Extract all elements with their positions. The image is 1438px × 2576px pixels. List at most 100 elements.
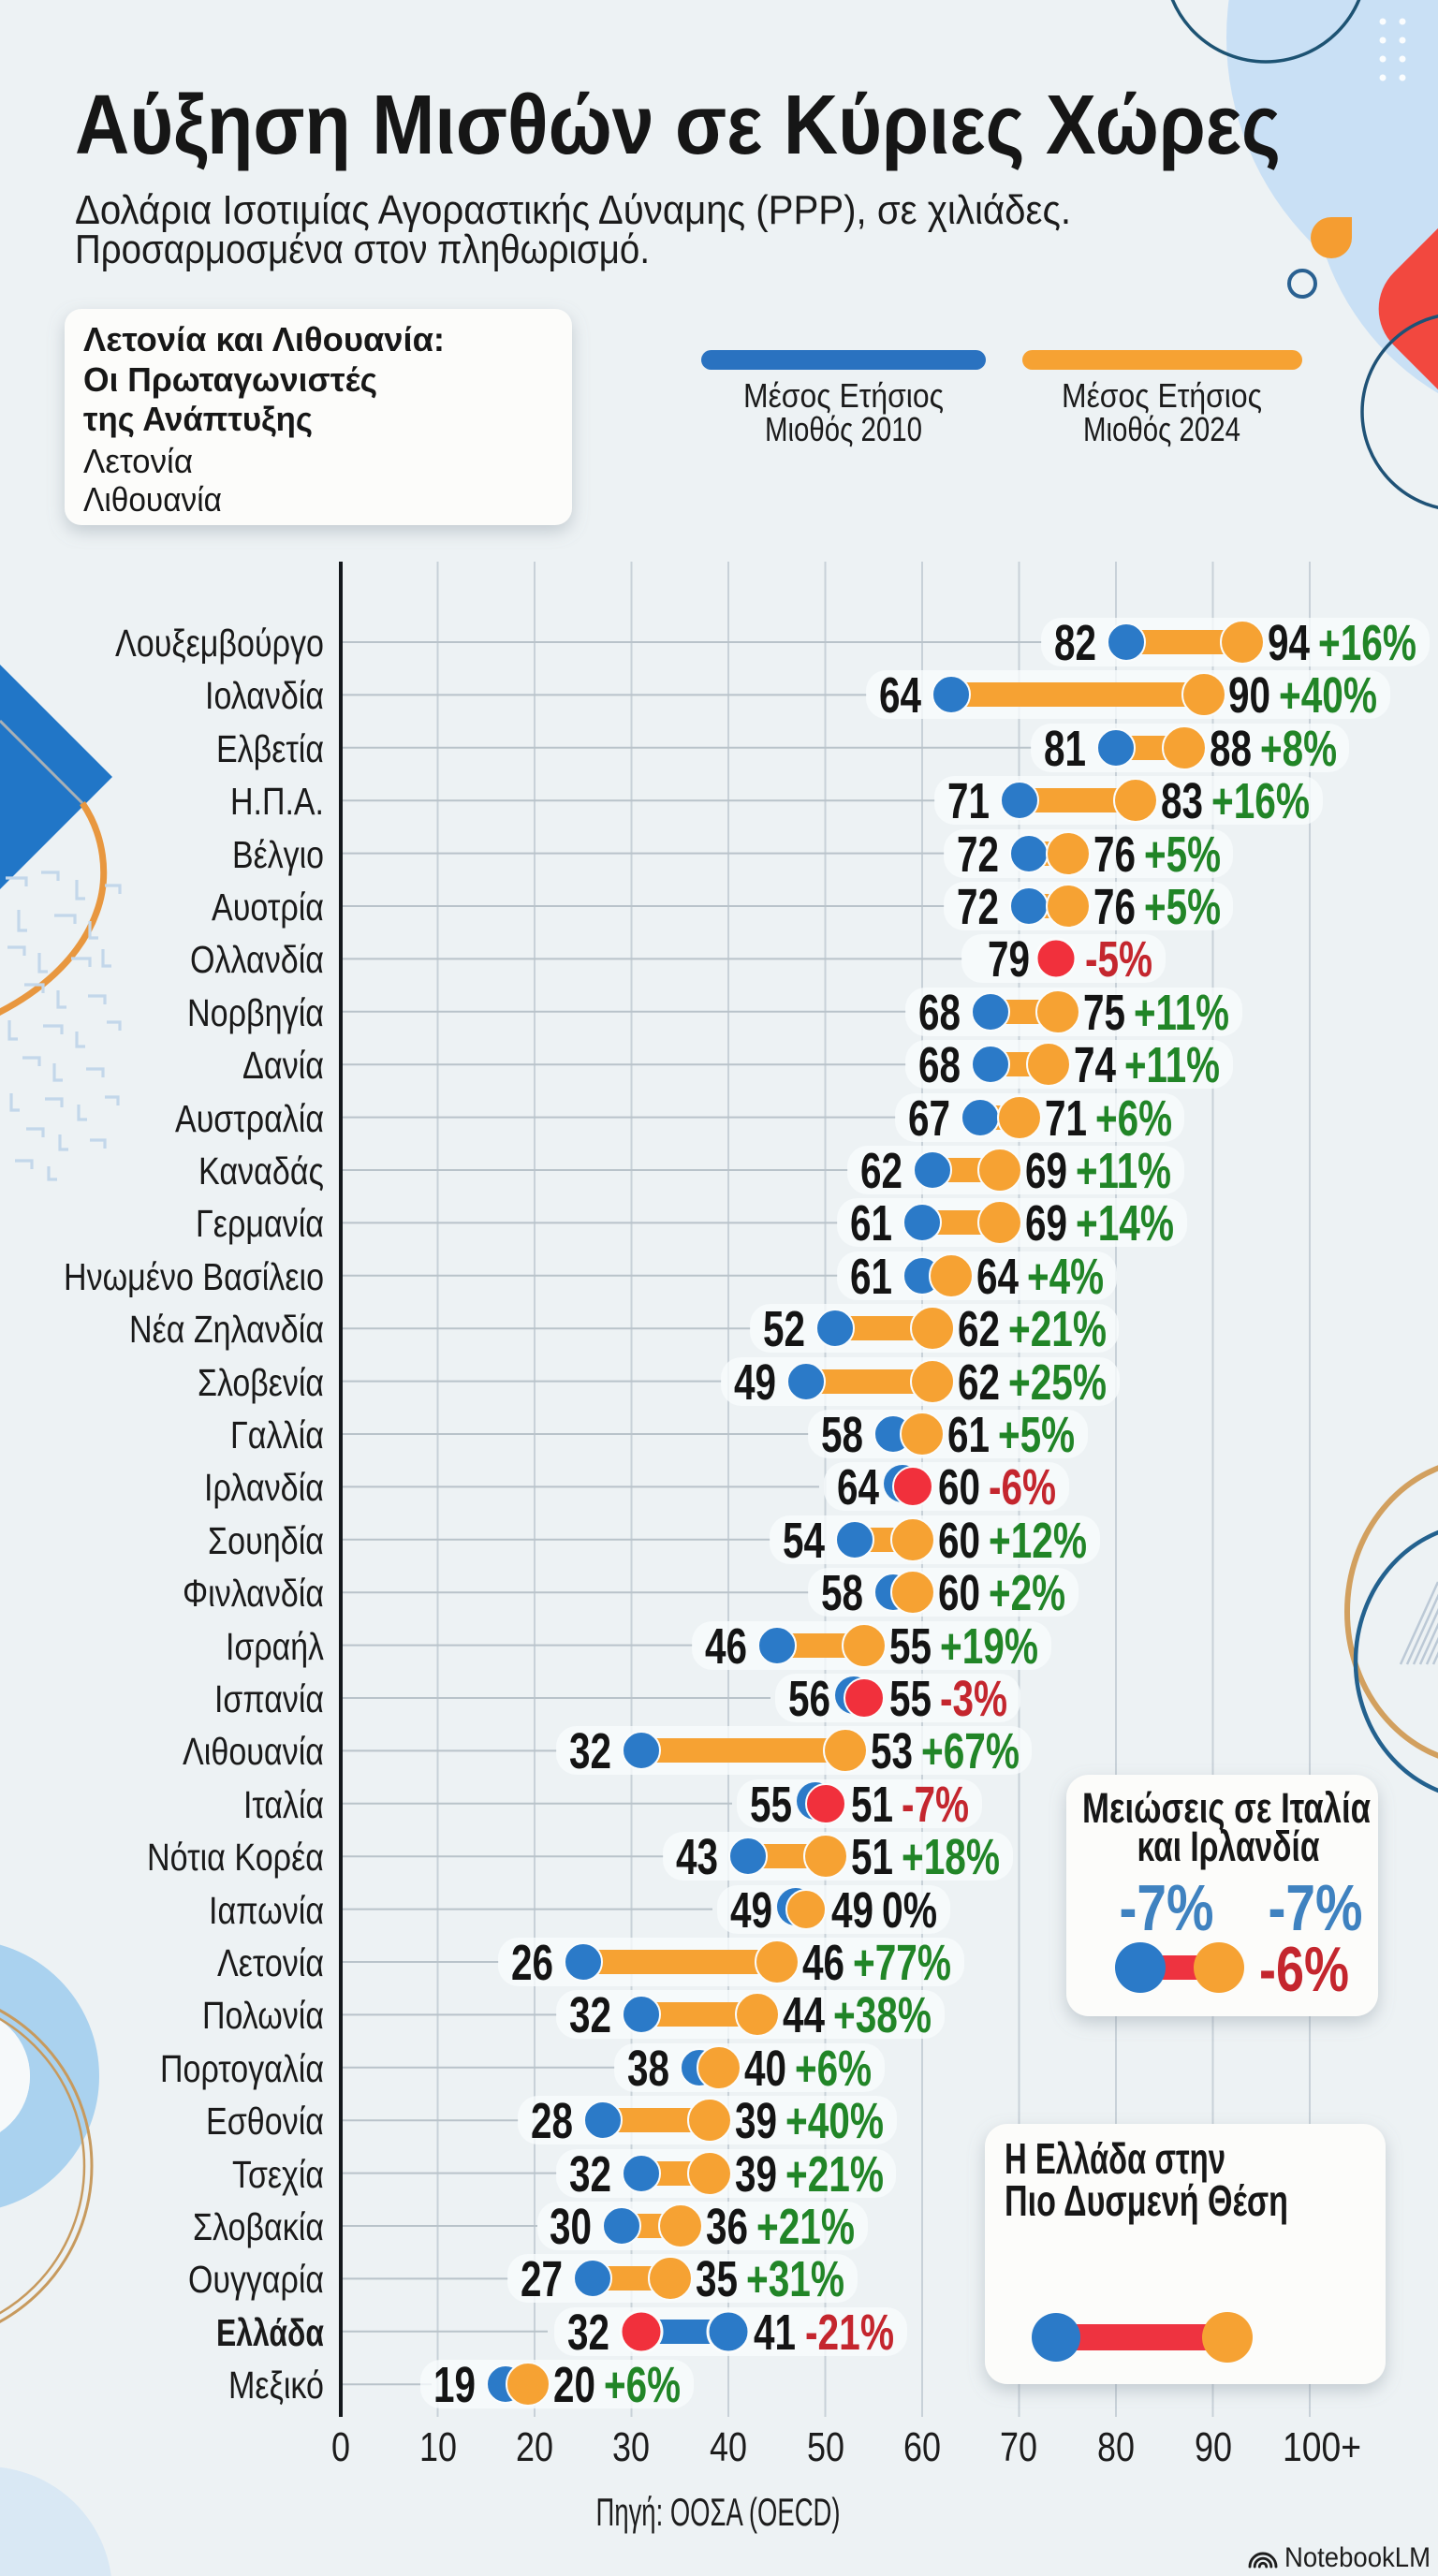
svg-text:-21%: -21% (805, 2305, 894, 2361)
svg-text:55: 55 (889, 1671, 932, 1727)
svg-text:-7%: -7% (902, 1777, 969, 1833)
svg-text:Βέλγιο: Βέλγιο (232, 833, 324, 876)
svg-text:94: 94 (1268, 615, 1310, 671)
svg-text:+5%: +5% (998, 1407, 1075, 1463)
svg-text:49: 49 (734, 1354, 776, 1411)
svg-text:51: 51 (851, 1777, 893, 1833)
svg-text:Η Ελλάδα στην: Η Ελλάδα στην (1005, 2134, 1225, 2183)
svg-text:20: 20 (516, 2424, 553, 2470)
svg-text:+67%: +67% (921, 1723, 1020, 1779)
svg-text:58: 58 (821, 1565, 863, 1621)
svg-text:74: 74 (1074, 1037, 1116, 1093)
svg-text:79: 79 (988, 931, 1030, 988)
svg-text:38: 38 (627, 2041, 669, 2097)
svg-text:Γερμανία: Γερμανία (196, 1202, 324, 1245)
svg-text:76: 76 (1093, 827, 1136, 883)
svg-text:Σλοβενία: Σλοβενία (198, 1361, 324, 1404)
svg-text:54: 54 (783, 1513, 825, 1569)
svg-text:71: 71 (1045, 1090, 1087, 1147)
svg-text:0: 0 (331, 2424, 350, 2470)
svg-text:56: 56 (788, 1671, 830, 1727)
svg-text:82: 82 (1054, 615, 1096, 671)
svg-text:Λιθουανία: Λιθουανία (83, 480, 222, 519)
svg-text:30: 30 (612, 2424, 650, 2470)
svg-text:0%: 0% (882, 1882, 937, 1939)
svg-text:+4%: +4% (1027, 1249, 1104, 1305)
svg-text:64: 64 (879, 667, 921, 724)
svg-text:61: 61 (947, 1407, 990, 1463)
svg-text:Μεξικό: Μεξικό (228, 2364, 324, 2407)
svg-text:+6%: +6% (604, 2357, 681, 2413)
svg-text:-6%: -6% (1259, 1934, 1349, 2005)
svg-text:Μιοθός 2024: Μιοθός 2024 (1083, 410, 1240, 448)
svg-text:36: 36 (706, 2199, 748, 2255)
svg-text:+38%: +38% (833, 1987, 932, 2043)
svg-text:+2%: +2% (989, 1565, 1065, 1621)
svg-text:52: 52 (763, 1301, 805, 1357)
svg-text:70: 70 (1000, 2424, 1037, 2470)
svg-text:+6%: +6% (795, 2041, 872, 2097)
svg-text:+11%: +11% (1124, 1037, 1220, 1093)
svg-text:Μιοθός 2010: Μιοθός 2010 (765, 410, 922, 448)
svg-text:69: 69 (1025, 1143, 1067, 1199)
svg-text:83: 83 (1161, 773, 1203, 829)
svg-text:26: 26 (511, 1935, 553, 1991)
svg-text:Λετονία: Λετονία (83, 442, 193, 480)
svg-text:60: 60 (903, 2424, 941, 2470)
svg-text:62: 62 (958, 1354, 1000, 1411)
svg-text:+6%: +6% (1095, 1090, 1172, 1147)
svg-text:Ισραήλ: Ισραήλ (226, 1625, 324, 1668)
svg-text:28: 28 (531, 2093, 573, 2149)
svg-text:71: 71 (947, 773, 990, 829)
svg-text:39: 39 (735, 2146, 777, 2203)
svg-text:+18%: +18% (902, 1829, 1000, 1885)
svg-text:46: 46 (802, 1935, 844, 1991)
svg-text:76: 76 (1093, 879, 1136, 935)
svg-text:Νέα Ζηλανδία: Νέα Ζηλανδία (129, 1308, 324, 1351)
svg-text:40: 40 (710, 2424, 747, 2470)
svg-text:Ιαπωνία: Ιαπωνία (209, 1889, 324, 1932)
svg-text:Νότια Κορέα: Νότια Κορέα (147, 1836, 324, 1879)
svg-text:69: 69 (1025, 1195, 1067, 1251)
svg-text:-5%: -5% (1085, 931, 1152, 988)
svg-text:+21%: +21% (1008, 1301, 1107, 1357)
svg-text:81: 81 (1044, 721, 1086, 777)
svg-text:Σουηδία: Σουηδία (208, 1519, 324, 1562)
svg-text:Ιταλία: Ιταλία (243, 1783, 324, 1826)
svg-text:+8%: +8% (1260, 721, 1337, 777)
svg-text:Τσεχία: Τσεχία (232, 2153, 324, 2196)
svg-text:Ηνωμένο Βασίλειο: Ηνωμένο Βασίλειο (64, 1255, 324, 1298)
svg-text:Σλοβακία: Σλοβακία (193, 2205, 324, 2248)
svg-text:Φινλανδία: Φινλανδία (183, 1572, 324, 1615)
svg-text:+21%: +21% (785, 2146, 884, 2203)
svg-text:-3%: -3% (940, 1671, 1007, 1727)
svg-text:Λουξεμβούργο: Λουξεμβούργο (115, 622, 324, 665)
svg-text:Μέσος Ετήσιος: Μέσος Ετήσιος (743, 376, 944, 415)
svg-text:Γαλλία: Γαλλία (230, 1413, 324, 1456)
svg-text:Καναδάς: Καναδάς (198, 1149, 324, 1193)
svg-text:Δανία: Δανία (242, 1044, 324, 1087)
svg-text:+11%: +11% (1134, 985, 1229, 1041)
svg-text:68: 68 (918, 1037, 961, 1093)
svg-text:+14%: +14% (1076, 1195, 1174, 1251)
svg-text:35: 35 (696, 2251, 738, 2307)
svg-text:88: 88 (1210, 721, 1252, 777)
svg-text:49: 49 (831, 1882, 873, 1939)
svg-text:32: 32 (567, 2305, 609, 2361)
svg-text:+19%: +19% (940, 1618, 1038, 1675)
svg-text:50: 50 (807, 2424, 844, 2470)
svg-text:Ελλάδα: Ελλάδα (216, 2311, 324, 2354)
svg-text:32: 32 (569, 2146, 611, 2203)
svg-text:Ισπανία: Ισπανία (214, 1677, 324, 1720)
svg-text:Ελβετία: Ελβετία (216, 727, 324, 770)
svg-text:+21%: +21% (756, 2199, 855, 2255)
svg-text:20: 20 (553, 2357, 595, 2413)
svg-text:Αύξηση Μισθών σε Κύριες Χώρες: Αύξηση Μισθών σε Κύριες Χώρες (75, 79, 1281, 172)
svg-text:44: 44 (783, 1987, 825, 2043)
svg-text:61: 61 (850, 1195, 892, 1251)
svg-text:Πορτογαλία: Πορτογαλία (160, 2047, 324, 2090)
svg-text:Αυστραλία: Αυστραλία (175, 1097, 324, 1140)
svg-text:Πηγή: ΟΟΣΑ (OECD): Πηγή: ΟΟΣΑ (OECD) (596, 2490, 841, 2534)
svg-text:Δολάρια Ισοτιμίας Αγοραστικής: Δολάρια Ισοτιμίας Αγοραστικής Δύναμης (P… (75, 187, 1071, 233)
svg-text:+40%: +40% (785, 2093, 884, 2149)
